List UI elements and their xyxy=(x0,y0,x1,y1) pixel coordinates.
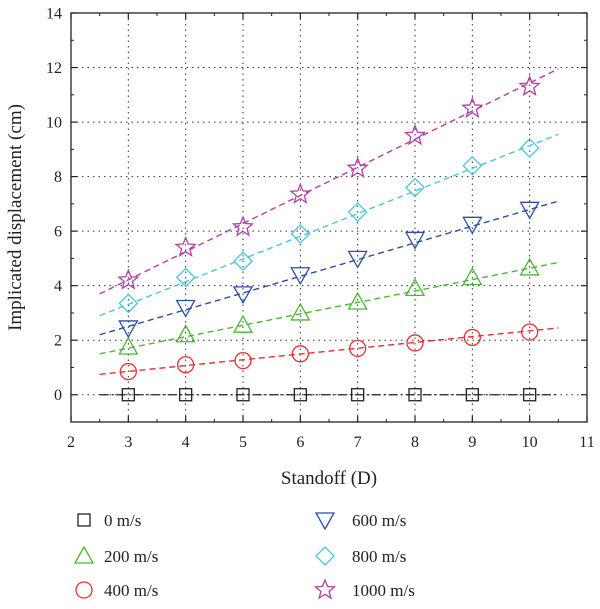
data-point xyxy=(117,268,140,290)
data-point xyxy=(290,302,311,321)
data-markers xyxy=(117,74,541,402)
data-point xyxy=(175,299,196,318)
y-tick-label: 4 xyxy=(54,278,62,295)
data-point xyxy=(403,123,427,146)
legend-marker xyxy=(314,512,336,531)
data-point xyxy=(290,267,311,286)
legend-label: 400 m/s xyxy=(104,581,158,600)
trend-line xyxy=(99,68,559,295)
data-point xyxy=(179,388,193,402)
trend-line xyxy=(99,133,559,317)
trend-line xyxy=(99,261,559,355)
trend-lines xyxy=(99,68,559,396)
legend-label: 600 m/s xyxy=(352,511,406,530)
data-point xyxy=(404,278,426,297)
legend-label: 1000 m/s xyxy=(352,581,415,600)
data-point xyxy=(523,388,537,402)
data-point xyxy=(461,96,484,118)
data-point xyxy=(519,138,540,158)
data-point xyxy=(291,345,309,363)
data-point xyxy=(346,156,369,178)
y-tick-label: 8 xyxy=(54,169,62,186)
data-point xyxy=(519,257,540,276)
data-point xyxy=(236,388,250,402)
x-axis-title: Standoff (D) xyxy=(281,468,377,489)
data-point xyxy=(465,388,479,402)
x-tick-label: 8 xyxy=(411,434,419,451)
data-point xyxy=(347,202,368,222)
y-tick-label: 12 xyxy=(46,60,62,77)
legend-label: 800 m/s xyxy=(352,547,406,566)
legend-label: 0 m/s xyxy=(104,511,141,530)
legend-marker xyxy=(313,578,337,600)
grid-lines xyxy=(71,13,587,422)
data-point xyxy=(349,339,367,358)
plot-frame xyxy=(70,12,588,423)
trend-line xyxy=(99,200,559,336)
x-tick-label: 2 xyxy=(67,434,75,451)
data-point xyxy=(293,388,307,402)
data-point xyxy=(404,231,426,250)
data-point xyxy=(118,320,139,339)
legend-marker xyxy=(73,545,95,564)
x-tick-label: 3 xyxy=(124,434,132,451)
y-tick-label: 2 xyxy=(54,333,62,350)
legend-marker xyxy=(77,513,91,527)
trend-line xyxy=(99,327,559,375)
data-point xyxy=(405,177,425,198)
data-point xyxy=(347,291,368,310)
legend-label: 200 m/s xyxy=(104,547,158,566)
data-point xyxy=(519,201,540,220)
x-tick-label: 9 xyxy=(468,434,476,451)
data-point xyxy=(462,216,483,235)
x-tick-label: 7 xyxy=(354,434,362,451)
y-tick-label: 6 xyxy=(54,224,62,241)
y-axis-title: Implicated displacement (cm) xyxy=(5,104,26,331)
data-point xyxy=(121,388,135,402)
legend-marker xyxy=(315,546,335,566)
data-point xyxy=(408,388,422,402)
legend: 0 m/s 200 m/s 400 m/s 600 m/s 800 m/s 1000 m/… xyxy=(73,511,415,600)
x-tick-label: 6 xyxy=(296,434,304,451)
data-point xyxy=(462,155,483,176)
data-point xyxy=(406,334,424,352)
y-tick-label: 0 xyxy=(54,387,62,404)
data-point xyxy=(231,215,255,237)
y-tick-label: 14 xyxy=(46,6,62,23)
data-point xyxy=(175,267,196,288)
data-point xyxy=(463,328,481,347)
data-point xyxy=(118,336,139,355)
x-tick-label: 10 xyxy=(522,434,538,451)
x-tick-label: 4 xyxy=(182,434,190,451)
data-point xyxy=(174,235,197,258)
data-point xyxy=(119,362,137,381)
data-point xyxy=(234,351,252,370)
data-point xyxy=(351,388,365,402)
data-point xyxy=(290,223,311,244)
data-point xyxy=(118,293,139,314)
data-point xyxy=(521,323,539,341)
data-point xyxy=(289,182,312,204)
data-point xyxy=(177,356,195,374)
data-point xyxy=(175,324,196,343)
data-point xyxy=(462,267,483,286)
data-point xyxy=(232,314,254,333)
data-point xyxy=(518,74,541,97)
y-tick-label: 10 xyxy=(46,115,62,132)
legend-marker xyxy=(75,581,93,599)
axis-ticks: 2 3 4 5 6 7 8 9 10 11 0 2 4 6 8 10 12 14 xyxy=(46,6,595,452)
data-point xyxy=(347,250,368,269)
x-tick-label: 5 xyxy=(239,434,247,451)
x-tick-label: 11 xyxy=(579,434,594,451)
data-point xyxy=(233,251,253,272)
data-point xyxy=(232,286,254,305)
